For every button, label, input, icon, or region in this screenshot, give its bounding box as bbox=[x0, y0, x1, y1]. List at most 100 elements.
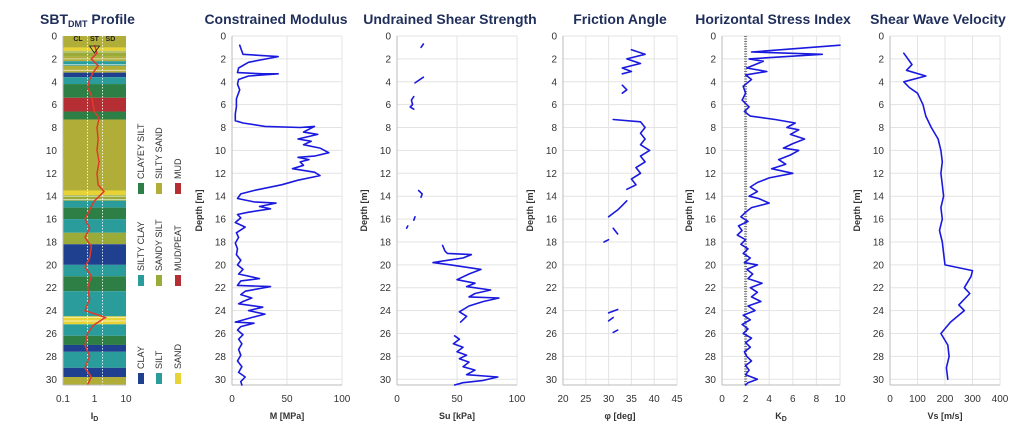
x-tick-label: 0 bbox=[887, 394, 893, 405]
chart-panel-1: Undrained Shear Strength0246810121416182… bbox=[359, 11, 537, 421]
y-tick-label: 18 bbox=[215, 237, 227, 248]
sbt-layer-band bbox=[63, 376, 126, 385]
y-tick-label: 4 bbox=[385, 77, 391, 88]
sbt-title-rest: Profile bbox=[88, 11, 136, 27]
y-tick-label: 10 bbox=[546, 146, 558, 157]
sbt-y-tick-label: 26 bbox=[46, 329, 58, 340]
x-tick-label: 0 bbox=[719, 394, 725, 405]
sbt-layer-band bbox=[63, 200, 126, 208]
sbt-layer-band bbox=[63, 316, 126, 325]
y-tick-label: 2 bbox=[710, 54, 716, 65]
sbt-y-tick-label: 0 bbox=[51, 32, 57, 43]
y-tick-label: 14 bbox=[380, 192, 392, 203]
sbt-layer-band bbox=[63, 111, 126, 120]
y-tick-label: 8 bbox=[385, 123, 391, 134]
sbt-layer-band bbox=[63, 324, 126, 336]
sbt-header-label: ST bbox=[90, 36, 100, 43]
sbt-x-tick-label: 0.1 bbox=[56, 394, 70, 405]
y-tick-label: 2 bbox=[220, 54, 226, 65]
x-tick-label: 2 bbox=[743, 394, 749, 405]
y-tick-label: 28 bbox=[705, 352, 717, 363]
chart-title: Horizontal Stress Index bbox=[695, 11, 851, 27]
x-tick-label: 300 bbox=[964, 394, 981, 405]
data-series-line bbox=[409, 95, 415, 110]
x-tick-label: 10 bbox=[834, 394, 846, 405]
y-tick-label: 0 bbox=[385, 32, 391, 43]
legend-swatch bbox=[156, 275, 162, 286]
y-tick-label: 26 bbox=[546, 329, 558, 340]
sbt-y-tick-label: 14 bbox=[46, 192, 58, 203]
y-tick-label: 22 bbox=[546, 283, 558, 294]
y-tick-label: 18 bbox=[873, 237, 885, 248]
x-axis-label-main: Su [kPa] bbox=[439, 411, 475, 421]
y-tick-label: 6 bbox=[551, 100, 557, 111]
x-tick-label: 6 bbox=[790, 394, 796, 405]
x-tick-label: 40 bbox=[649, 394, 661, 405]
legend-label: SILTY CLAY bbox=[136, 221, 146, 271]
data-series-line bbox=[612, 329, 619, 334]
y-tick-label: 12 bbox=[380, 169, 392, 180]
y-tick-label: 4 bbox=[551, 77, 557, 88]
sbt-y-tick-label: 4 bbox=[51, 77, 57, 88]
sbt-header-label: CL bbox=[73, 36, 83, 43]
sbt-layer-column: CL ST SD bbox=[63, 36, 126, 386]
y-tick-label: 16 bbox=[705, 215, 717, 226]
y-tick-label: 14 bbox=[215, 192, 227, 203]
sbt-y-tick-label: 24 bbox=[46, 306, 58, 317]
sbt-y-tick-label: 12 bbox=[46, 169, 58, 180]
chart-panel-3: Horizontal Stress Index02468101214161820… bbox=[684, 11, 851, 423]
sbt-layer-band bbox=[63, 36, 126, 48]
sbt-layer-band bbox=[63, 351, 126, 368]
y-tick-label: 22 bbox=[873, 283, 885, 294]
x-tick-label: 8 bbox=[814, 394, 820, 405]
x-tick-label: 20 bbox=[557, 394, 569, 405]
x-tick-label: 25 bbox=[580, 394, 592, 405]
x-axis-label-main: K bbox=[775, 411, 782, 421]
data-series-line bbox=[736, 44, 841, 386]
data-series-line bbox=[414, 76, 425, 84]
sbt-x-axis-label-main: I bbox=[91, 411, 94, 421]
y-tick-label: 20 bbox=[215, 260, 227, 271]
chart-title: Shear Wave Velocity bbox=[870, 11, 1006, 27]
data-series-line bbox=[621, 48, 646, 75]
sbt-y-tick-label: 22 bbox=[46, 283, 58, 294]
x-tick-label: 0 bbox=[229, 394, 235, 405]
y-tick-label: 12 bbox=[546, 169, 558, 180]
y-axis-label: Depth [m] bbox=[525, 190, 535, 232]
sbt-profile-panel: SBTDMT Profile CL ST SD 024681012141618202… bbox=[40, 11, 183, 423]
x-tick-label: 400 bbox=[992, 394, 1009, 405]
y-tick-label: 20 bbox=[380, 260, 392, 271]
sbt-layer-band bbox=[63, 244, 126, 265]
legend-swatch bbox=[156, 373, 162, 384]
chart-title: Friction Angle bbox=[573, 11, 667, 27]
sbt-layer-band bbox=[63, 65, 126, 73]
sbt-legend: CLAYEY SILT SILTY SAND MUD SILTY CLAY SANDY … bbox=[136, 123, 183, 384]
y-tick-label: 16 bbox=[873, 215, 885, 226]
sbt-layer-band bbox=[63, 190, 126, 196]
y-tick-label: 10 bbox=[873, 146, 885, 157]
y-tick-label: 4 bbox=[710, 77, 716, 88]
legend-swatch bbox=[175, 183, 181, 194]
data-series-line bbox=[405, 225, 409, 229]
x-tick-label: 50 bbox=[281, 394, 293, 405]
y-tick-label: 30 bbox=[215, 375, 227, 386]
x-tick-label: 35 bbox=[626, 394, 638, 405]
y-tick-label: 2 bbox=[385, 54, 391, 65]
y-tick-label: 12 bbox=[215, 169, 227, 180]
y-tick-label: 30 bbox=[705, 375, 717, 386]
sbt-y-tick-label: 20 bbox=[46, 260, 58, 271]
sbt-layer-band bbox=[63, 219, 126, 233]
sbt-legend-group: SILTY CLAY SANDY SILT MUD/PEAT bbox=[136, 219, 183, 286]
x-tick-label: 100 bbox=[334, 394, 351, 405]
data-series-line bbox=[607, 316, 615, 322]
data-series-line bbox=[607, 200, 628, 218]
legend-label: SAND bbox=[173, 343, 183, 369]
y-tick-label: 18 bbox=[546, 237, 558, 248]
y-tick-label: 6 bbox=[385, 100, 391, 111]
data-series-line bbox=[612, 227, 619, 235]
sbt-x-axis-label-sub: D bbox=[93, 416, 98, 423]
y-tick-label: 8 bbox=[710, 123, 716, 134]
x-tick-label: 50 bbox=[451, 394, 463, 405]
legend-label: SANDY SILT bbox=[154, 219, 164, 271]
